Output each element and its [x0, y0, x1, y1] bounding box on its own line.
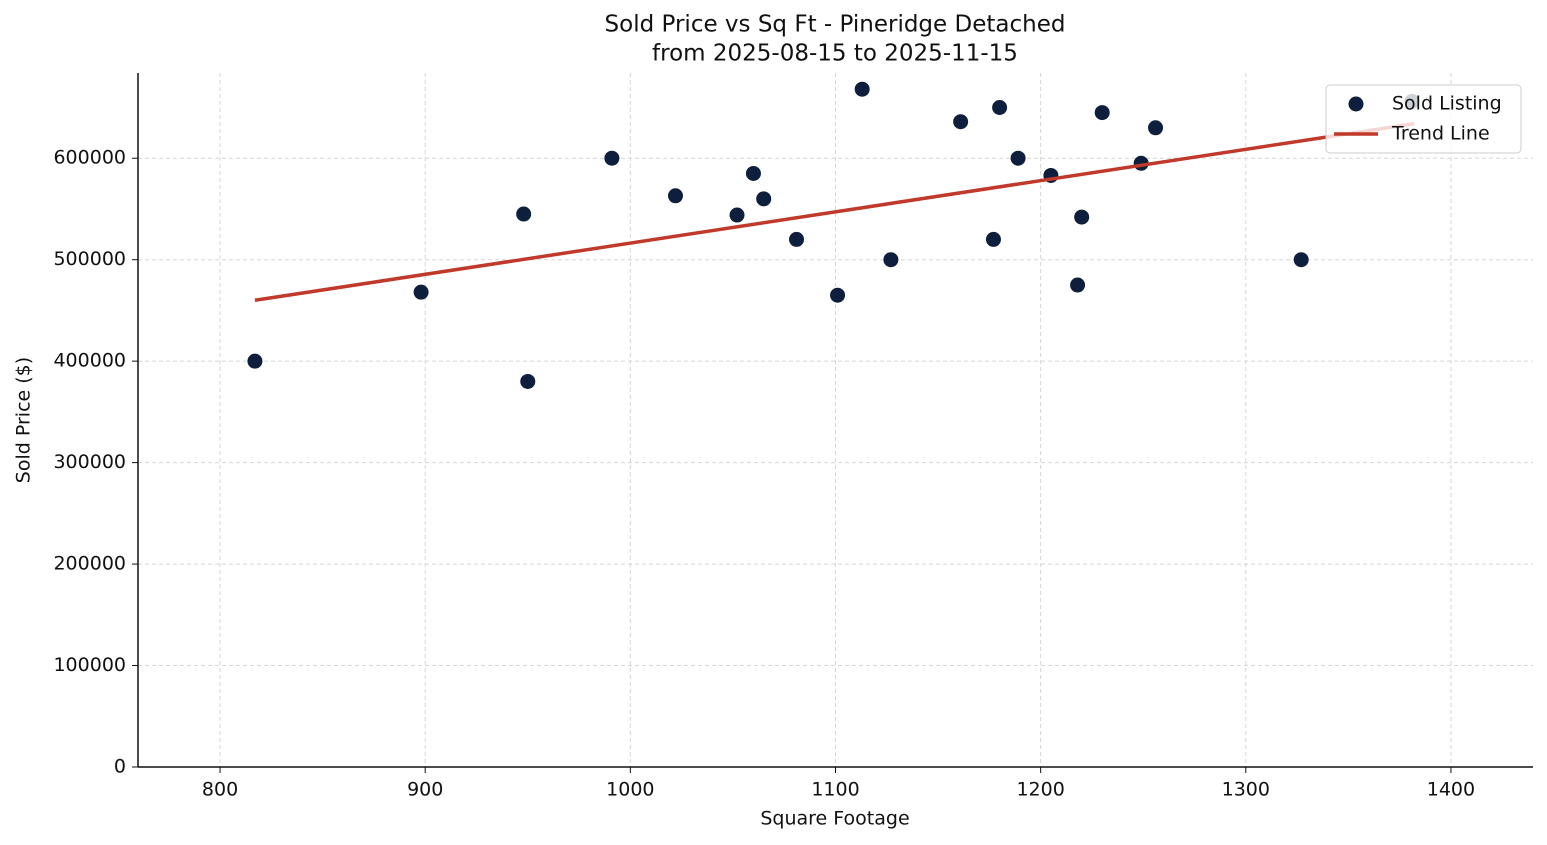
scatter-point	[985, 231, 1001, 247]
y-tick-label: 200000	[53, 553, 126, 575]
legend-label: Trend Line	[1391, 123, 1490, 145]
y-tick-label: 300000	[53, 451, 126, 473]
scatter-point	[1293, 252, 1309, 268]
scatter-point	[1148, 120, 1164, 136]
scatter-point	[953, 114, 969, 130]
scatter-point	[745, 165, 761, 181]
scatter-point	[854, 81, 870, 97]
legend-box	[1325, 84, 1522, 154]
scatter-point	[1094, 105, 1110, 121]
scatter-point	[883, 252, 899, 268]
scatter-point	[413, 284, 429, 300]
scatter-point	[667, 188, 683, 204]
scatter-point	[1074, 209, 1090, 225]
x-tick-label: 1400	[1427, 779, 1475, 801]
scatter-point	[604, 150, 620, 166]
x-tick-label: 1200	[1016, 779, 1064, 801]
scatter-point	[756, 191, 772, 207]
x-tick-label: 800	[202, 779, 238, 801]
grid	[138, 73, 1533, 768]
x-tick-label: 1000	[606, 779, 654, 801]
x-tick-label: 900	[407, 779, 443, 801]
trend-line	[254, 122, 1415, 303]
chart-title: Sold Price vs Sq Ft - Pineridge Detached	[605, 12, 1066, 38]
y-tick-label: 600000	[53, 147, 126, 169]
y-tick-label: 500000	[53, 248, 126, 270]
plot-area	[247, 81, 1420, 389]
x-axis-label: Square Footage	[760, 808, 909, 830]
scatter-point	[729, 207, 745, 223]
scatter-point	[247, 353, 263, 369]
chart-subtitle: from 2025-08-15 to 2025-11-15	[652, 41, 1018, 67]
y-tick-label: 0	[114, 756, 126, 778]
x-tick-label: 1100	[811, 779, 859, 801]
legend-marker	[1348, 96, 1364, 112]
y-tick-label: 100000	[53, 654, 126, 676]
scatter-point	[516, 206, 532, 222]
scatter-point	[992, 99, 1008, 115]
scatter-point	[520, 373, 536, 389]
y-tick-label: 400000	[53, 350, 126, 372]
legend-label: Sold Listing	[1392, 93, 1502, 115]
scatter-point	[1070, 277, 1086, 293]
scatter-point	[1010, 150, 1026, 166]
x-tick-label: 1300	[1222, 779, 1270, 801]
scatter-point	[789, 231, 805, 247]
y-axis-label: Sold Price ($)	[13, 357, 35, 483]
scatter-point	[830, 287, 846, 303]
legend: Sold Listing Trend Line	[1325, 84, 1522, 154]
